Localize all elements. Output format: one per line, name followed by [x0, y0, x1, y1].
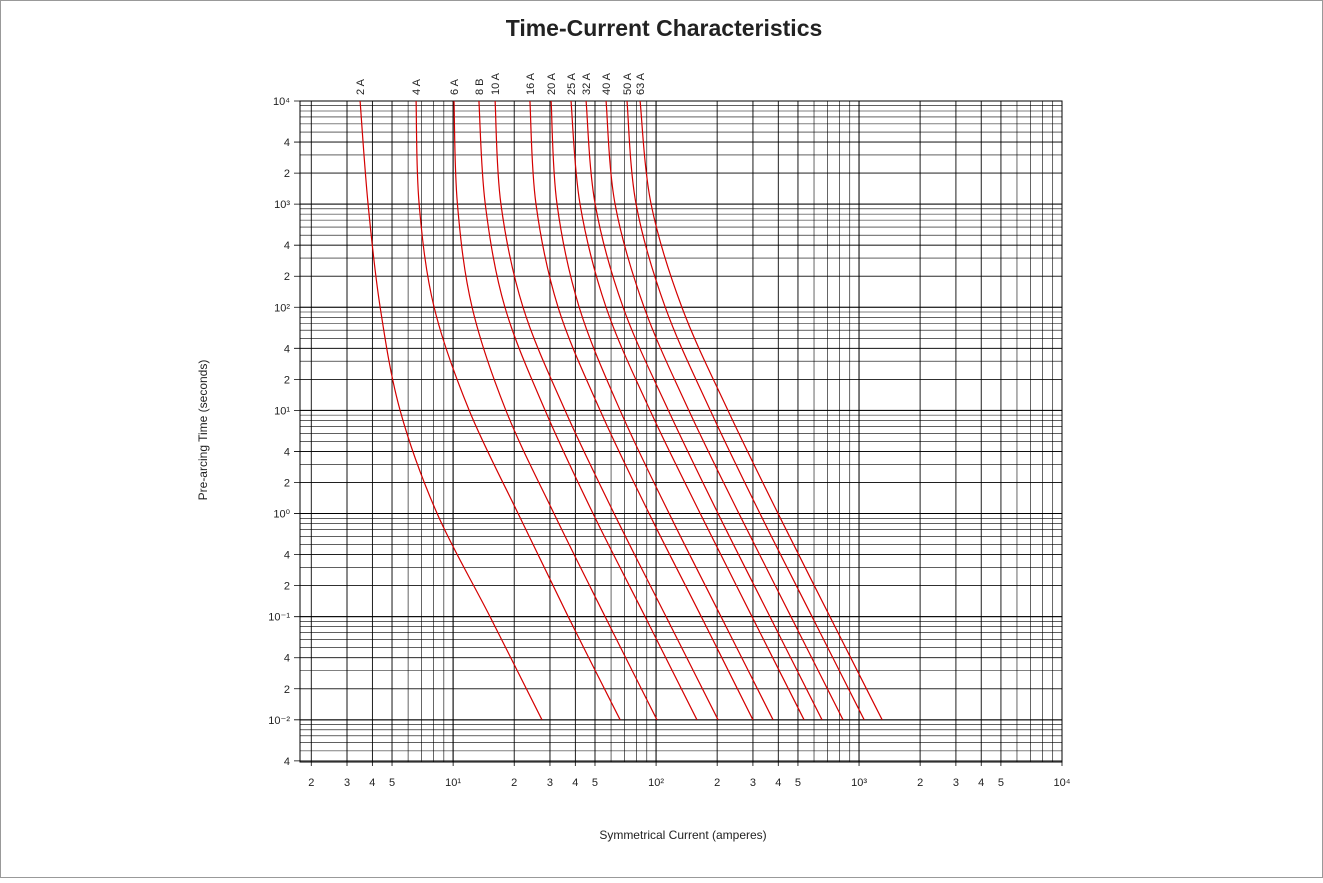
y-tick-label: 10⁻²	[268, 715, 290, 727]
y-tick-label: 4	[284, 137, 290, 149]
x-tick-label: 2	[917, 777, 923, 789]
x-tick-label: 10⁴	[1054, 777, 1071, 789]
x-tick-label: 4	[572, 777, 578, 789]
series-label: 25 A	[566, 72, 578, 95]
series-label: 8 B	[474, 78, 486, 95]
x-tick-label: 3	[750, 777, 756, 789]
series-label: 50 A	[622, 72, 634, 95]
x-tick-label: 5	[389, 777, 395, 789]
x-tick-label: 4	[775, 777, 781, 789]
series-label: 10 A	[490, 72, 502, 95]
x-tick-label: 3	[547, 777, 553, 789]
curves	[359, 100, 883, 721]
x-tick-label: 5	[592, 777, 598, 789]
labels: 2 3 4 5 10¹ 2 3 4 5 10² 2 3 4 5 10³ 2 3 4 5 10⁴ 10⁴ 4 2 10³ 4 2 10…	[268, 72, 1070, 789]
y-tick-label: 2	[284, 581, 290, 593]
series-label: 2 A	[355, 78, 367, 95]
y-tick-label: 10²	[274, 302, 290, 314]
y-tick-label: 4	[284, 653, 290, 665]
y-tick-label: 4	[284, 550, 290, 562]
x-tick-label: 10²	[648, 777, 664, 789]
curve	[585, 100, 823, 721]
x-tick-label: 3	[953, 777, 959, 789]
x-tick-label: 2	[511, 777, 517, 789]
curve	[626, 100, 865, 721]
curve	[639, 100, 883, 721]
x-tick-label: 4	[369, 777, 375, 789]
y-tick-label: 10⁴	[273, 96, 290, 108]
chart-title: Time-Current Characteristics	[506, 15, 823, 41]
y-axis-label: Pre-arcing Time (seconds)	[196, 360, 210, 501]
series-label: 16 A	[525, 72, 537, 95]
series-label: 20 A	[546, 72, 558, 95]
series-label: 6 A	[449, 78, 461, 95]
y-tick-label: 2	[284, 374, 290, 386]
series-label: 4 A	[411, 78, 423, 95]
x-tick-label: 5	[795, 777, 801, 789]
y-tick-label: 2	[284, 684, 290, 696]
y-tick-label: 10¹	[274, 405, 290, 417]
y-tick-label: 4	[284, 446, 290, 458]
y-tick-label: 2	[284, 168, 290, 180]
y-tick-label: 4	[284, 343, 290, 355]
curve	[550, 100, 774, 721]
x-tick-label: 4	[978, 777, 984, 789]
y-tick-label: 10³	[274, 199, 290, 211]
x-axis-label: Symmetrical Current (amperes)	[599, 828, 766, 842]
curve	[359, 100, 543, 721]
curve	[453, 100, 658, 721]
curve	[478, 100, 698, 721]
curve	[494, 100, 719, 721]
x-tick-label: 10³	[851, 777, 867, 789]
y-tick-label: 4	[284, 240, 290, 252]
curve	[415, 100, 621, 721]
y-tick-label: 2	[284, 271, 290, 283]
x-tick-label: 2	[714, 777, 720, 789]
y-tick-label: 2	[284, 478, 290, 490]
y-tick-label: 4	[284, 756, 290, 768]
curve	[605, 100, 844, 721]
series-label: 40 A	[601, 72, 613, 95]
x-tick-label: 5	[998, 777, 1004, 789]
curve	[529, 100, 754, 721]
series-label: 63 A	[635, 72, 647, 95]
y-tick-label: 10⁰	[273, 509, 290, 521]
grid	[294, 100, 1063, 766]
curve	[570, 100, 805, 721]
x-tick-label: 2	[308, 777, 314, 789]
x-tick-label: 10¹	[445, 777, 461, 789]
x-tick-label: 3	[344, 777, 350, 789]
y-tick-label: 10⁻¹	[268, 612, 290, 624]
series-label: 32 A	[581, 72, 593, 95]
